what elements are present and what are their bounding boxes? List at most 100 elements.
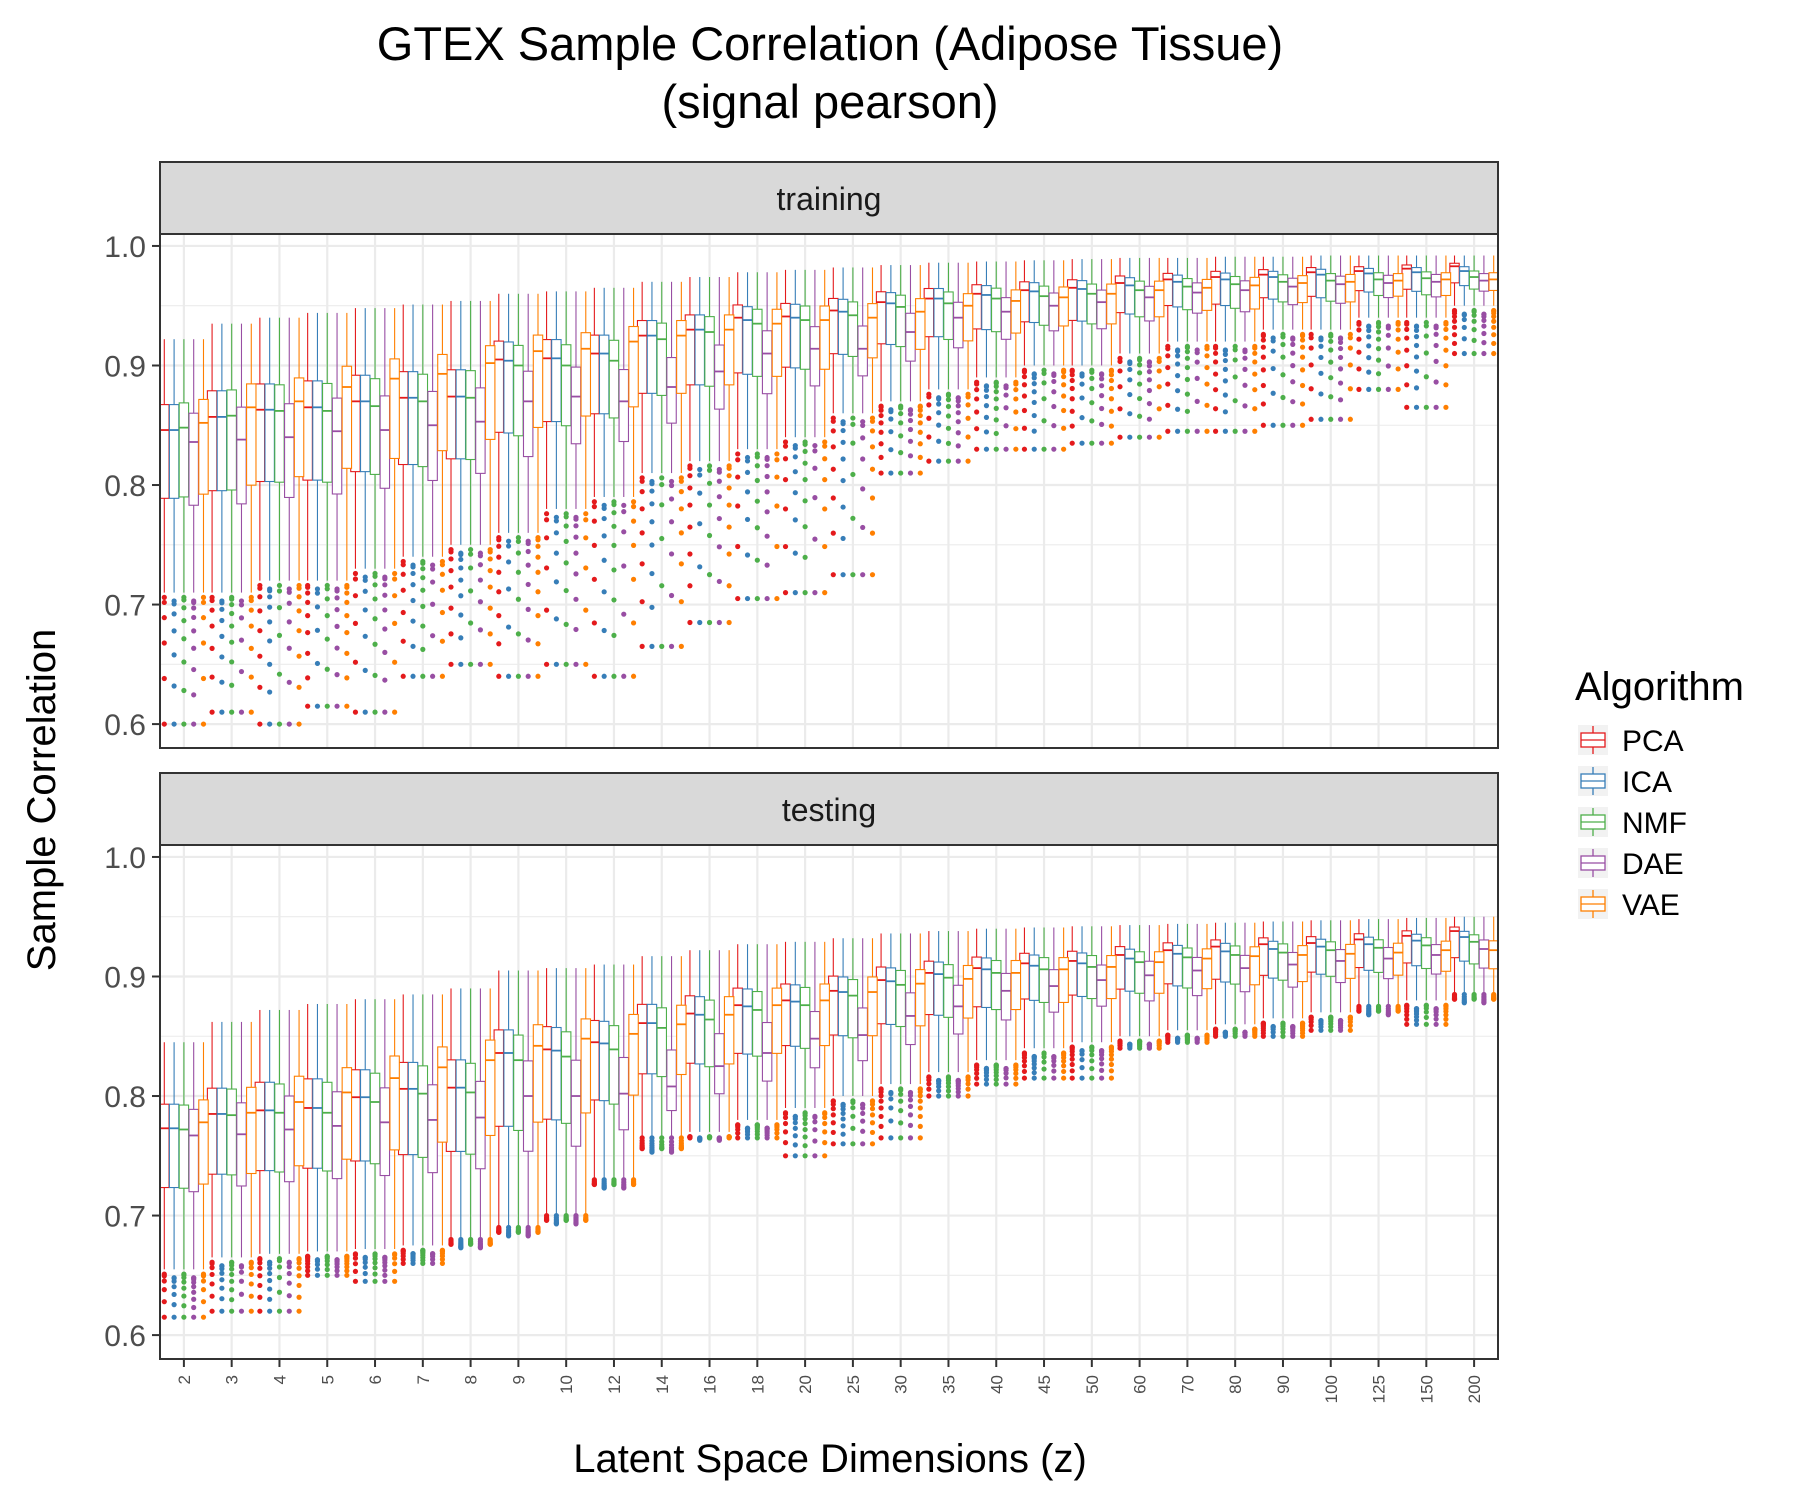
outlier-point [563,560,569,566]
box [666,1049,677,1112]
outlier-point [782,1153,789,1159]
box [254,383,266,483]
outlier-point [1433,358,1439,364]
box [1315,938,1327,975]
outlier-point [191,614,197,621]
outlier-point [286,619,292,625]
outlier-point [439,1260,446,1266]
outlier-point [726,551,732,557]
outlier-point [382,607,388,613]
outlier-point [191,628,197,634]
outlier-point [448,549,454,555]
outlier-point [1099,393,1105,399]
outlier-point [1471,337,1477,343]
outlier-point [983,414,990,421]
outlier-point [1328,1027,1334,1033]
outlier-point [630,673,637,679]
outlier-point [687,485,693,491]
box [168,404,180,499]
box [857,325,868,377]
outlier-point [1089,418,1095,424]
outlier-point [171,683,177,689]
outlier-point [1108,408,1115,414]
outlier-point [706,1135,713,1141]
outlier-point [1491,991,1497,998]
outlier-point [1443,347,1449,353]
outlier-point [840,504,846,510]
outlier-point [1443,321,1449,327]
outlier-point [171,1278,177,1284]
outlier-point [802,1126,808,1133]
outlier-point [1079,381,1085,387]
outlier-point [382,592,388,598]
outlier-point [983,446,990,452]
outlier-point [314,1272,321,1278]
panel-border-testing [159,844,1499,1360]
outlier-point [974,409,980,415]
outlier-point [1051,446,1057,452]
outlier-point [926,1077,932,1083]
outlier-point [344,675,350,681]
box [837,298,849,355]
outlier-point [420,575,426,581]
outlier-point [792,1133,798,1139]
outlier-point [869,418,876,424]
outlier-point [659,481,665,488]
box [465,1062,476,1155]
outlier-point [869,466,876,472]
box [799,986,811,1049]
outlier-point [1156,384,1162,390]
outlier-point [1308,335,1314,341]
outlier-point [1433,379,1439,385]
outlier-point [200,1273,207,1279]
outlier-point [1252,350,1258,356]
outlier-point [649,488,655,494]
outlier-point [591,620,597,626]
outlier-point [487,661,493,667]
outlier-point [965,1081,971,1087]
outlier-point [382,649,388,655]
outlier-point [420,1260,426,1266]
outlier-point [611,597,617,603]
outlier-point [1347,1022,1353,1029]
box [923,287,935,338]
outlier-point [573,516,579,522]
outlier-point [792,1116,798,1122]
x-tick-label: 20 [796,1375,815,1394]
outlier-point [1003,446,1009,452]
outlier-point [907,1112,914,1118]
outlier-point [1184,349,1190,355]
outlier-point [716,619,722,626]
outlier-point [917,429,923,435]
outlier-point [515,569,521,575]
outlier-point [1204,1039,1210,1045]
outlier-point [515,550,521,556]
outlier-point [1252,345,1258,351]
outlier-point [1242,366,1248,372]
outlier-point [974,426,980,432]
outlier-point [392,593,398,599]
outlier-point [888,416,894,422]
outlier-point [1413,404,1420,410]
outlier-point [869,1120,876,1126]
outlier-point [630,620,637,626]
box [1028,954,1040,1001]
x-tick-label: 45 [1035,1375,1054,1394]
outlier-point [1299,337,1306,343]
outlier-point [1404,382,1410,388]
outlier-point [1165,1039,1171,1045]
outlier-point [1069,1056,1075,1062]
outlier-point [505,1224,512,1231]
outlier-point [267,1286,273,1292]
outlier-point [782,1120,789,1127]
x-tick-label: 125 [1370,1375,1389,1403]
outlier-point [1099,383,1105,389]
outlier-point [1260,337,1266,343]
outlier-point [869,1101,876,1107]
outlier-point [1308,416,1314,422]
outlier-point [1051,403,1057,410]
outlier-point [860,1110,866,1116]
outlier-point [1013,409,1019,415]
box [284,403,295,499]
